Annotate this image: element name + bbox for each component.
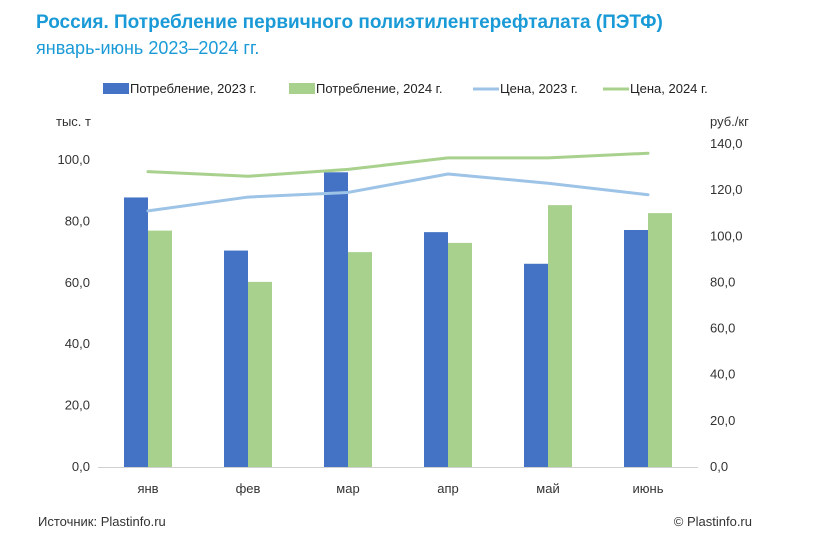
bar-2023 <box>124 197 148 468</box>
price-line-2023 <box>146 172 650 213</box>
bar-2023 <box>624 229 648 467</box>
left-tick-label: 80,0 <box>65 213 90 228</box>
right-tick-label: 120,0 <box>710 182 743 197</box>
chart-title: Россия. Потребление первичного полиэтиле… <box>36 12 663 33</box>
bar-2024 <box>648 213 672 467</box>
right-tick-label: 40,0 <box>710 367 735 382</box>
right-tick-label: 60,0 <box>710 321 735 336</box>
x-axis-ticks: янв фев мар апр май июнь <box>137 481 663 496</box>
legend-swatch <box>289 83 315 94</box>
right-tick-label: 0,0 <box>710 459 728 474</box>
left-tick-label: 40,0 <box>65 336 90 351</box>
x-tick-label: янв <box>137 481 158 496</box>
x-tick-label: фев <box>236 481 261 496</box>
bar-2023 <box>524 263 548 467</box>
bar-2024 <box>348 252 372 467</box>
right-axis-unit: руб./кг <box>710 114 749 129</box>
legend: Потребление, 2023 г. Потребление, 2024 г.… <box>103 81 708 96</box>
bar-2023 <box>324 172 348 467</box>
legend-label: Потребление, 2023 г. <box>130 81 256 96</box>
x-tick-label: апр <box>437 481 459 496</box>
bar-2024 <box>548 205 572 467</box>
x-tick-label: июнь <box>633 481 664 496</box>
left-tick-label: 60,0 <box>65 275 90 290</box>
right-tick-label: 20,0 <box>710 413 735 428</box>
legend-label: Потребление, 2024 г. <box>316 81 442 96</box>
x-tick-label: май <box>536 481 559 496</box>
left-tick-label: 20,0 <box>65 398 90 413</box>
price-lines <box>146 151 650 213</box>
bars <box>124 172 672 468</box>
right-tick-label: 100,0 <box>710 228 743 243</box>
legend-swatch <box>103 83 129 94</box>
legend-label: Цена, 2023 г. <box>500 81 578 96</box>
bar-2024 <box>248 281 272 467</box>
bar-2024 <box>148 230 172 467</box>
bar-2023 <box>424 232 448 467</box>
price-line-2024 <box>146 151 650 178</box>
x-tick-label: мар <box>336 481 359 496</box>
chart-subtitle: январь-июнь 2023–2024 гг. <box>36 38 260 58</box>
left-tick-label: 100,0 <box>57 152 90 167</box>
right-tick-label: 140,0 <box>710 136 743 151</box>
source-note: Источник: Plastinfo.ru <box>38 514 166 529</box>
right-axis-ticks: 0,0 20,0 40,0 60,0 80,0 100,0 120,0 140,0 <box>710 136 743 474</box>
bar-2023 <box>224 250 248 467</box>
right-tick-label: 80,0 <box>710 274 735 289</box>
copyright-note: © Plastinfo.ru <box>673 514 752 529</box>
legend-label: Цена, 2024 г. <box>630 81 708 96</box>
left-axis-unit: тыс. т <box>56 114 91 129</box>
left-tick-label: 0,0 <box>72 459 90 474</box>
bar-2024 <box>448 242 472 467</box>
left-axis-ticks: 0,0 20,0 40,0 60,0 80,0 100,0 <box>57 152 90 474</box>
